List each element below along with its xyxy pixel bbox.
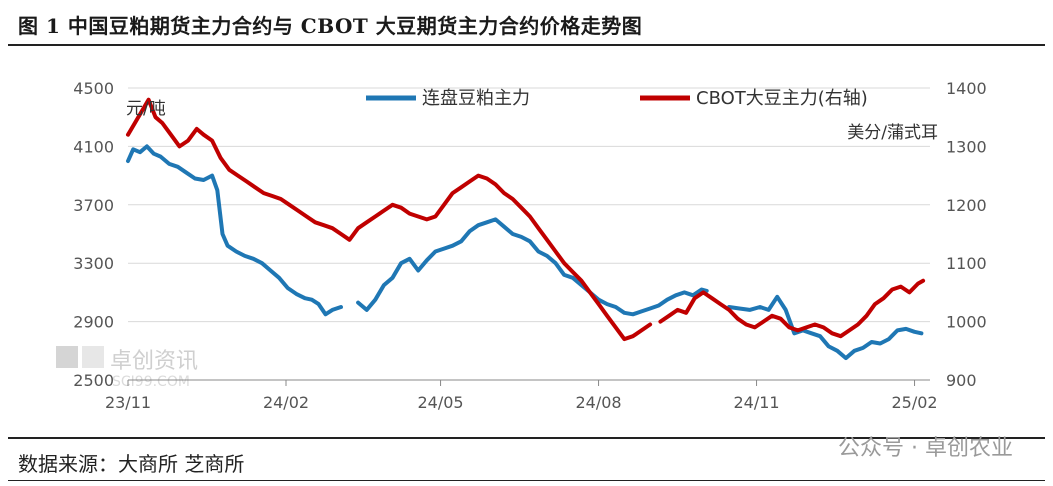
x-tick-label: 24/05 xyxy=(418,393,464,412)
y-right-tick-label: 1000 xyxy=(946,313,987,332)
x-tick-label: 24/11 xyxy=(733,393,779,412)
axes xyxy=(127,379,930,386)
y-right-tick-label: 900 xyxy=(946,371,977,390)
x-tick-label: 24/08 xyxy=(575,393,621,412)
watermark-wechat: 公众号 · 卓创农业 xyxy=(838,436,1013,461)
y-left-tick-label: 3700 xyxy=(73,196,114,215)
x-tick-label: 23/11 xyxy=(105,393,151,412)
y-right-tick-label: 1100 xyxy=(946,254,987,273)
title-divider xyxy=(8,44,1045,46)
y-left-tick-label: 2900 xyxy=(73,313,114,332)
data-source: 数据来源：大商所 芝商所 xyxy=(18,452,245,476)
legend-label: 连盘豆粕主力 xyxy=(422,88,530,109)
chart-title: 图 1 中国豆粕期货主力合约与 CBOT 大豆期货主力合约价格走势图 xyxy=(18,14,643,38)
y-left-tick-label: 2500 xyxy=(73,371,114,390)
x-tick-label: 25/02 xyxy=(891,393,937,412)
y-left-tick-label: 4100 xyxy=(73,137,114,156)
y-right-tick-label: 1400 xyxy=(946,79,987,98)
watermark-logo: 卓创资讯 SCI99.COM xyxy=(56,346,198,390)
bottom-rule xyxy=(8,480,1045,481)
svg-text:SCI99.COM: SCI99.COM xyxy=(112,374,190,390)
y-right-tick-label: 1200 xyxy=(946,196,987,215)
series-lines xyxy=(126,97,926,361)
x-tick-label: 24/02 xyxy=(263,393,309,412)
series-line-dce-meal xyxy=(126,144,924,361)
grid-lines xyxy=(128,87,930,381)
axis-labels: 2500 2900 3300 3700 4100 4500 900 1000 1100 1200 1… xyxy=(73,79,986,412)
legend: 连盘豆粕主力 CBOT大豆主力(右轴) xyxy=(366,88,868,109)
y-left-tick-label: 4500 xyxy=(73,79,114,98)
left-axis-unit: 元/吨 xyxy=(126,99,166,119)
series-line-cbot-soybean xyxy=(126,97,926,342)
svg-text:卓创资讯: 卓创资讯 xyxy=(110,349,198,374)
right-axis-unit: 美分/蒲式耳 xyxy=(847,123,938,143)
y-right-tick-label: 1300 xyxy=(946,137,987,156)
legend-label: CBOT大豆主力(右轴) xyxy=(696,88,868,109)
footer-divider xyxy=(8,437,1045,439)
y-left-tick-label: 3300 xyxy=(73,254,114,273)
